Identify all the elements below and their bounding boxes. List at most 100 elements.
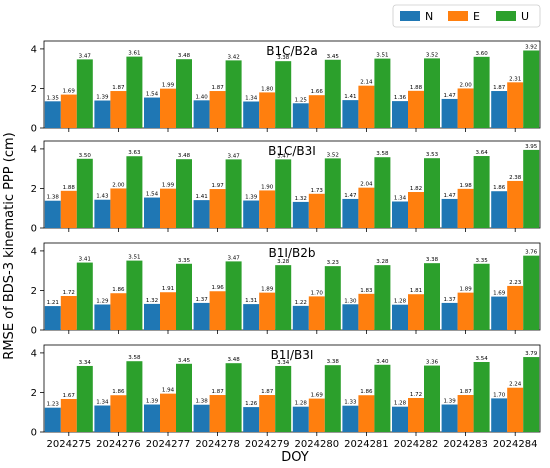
- bar-E-2024280: [308, 296, 325, 330]
- bar-N-2024280: [292, 103, 309, 128]
- data-label: 3.35: [178, 258, 191, 264]
- bar-N-2024278: [193, 100, 210, 128]
- bar-U-2024279: [275, 365, 292, 432]
- bar-E-2024281: [358, 85, 375, 128]
- data-label: 3.79: [525, 351, 538, 357]
- data-label: 1.34: [245, 96, 258, 102]
- data-label: 1.69: [63, 89, 76, 95]
- data-label: 1.28: [295, 401, 308, 407]
- legend-swatch-E: [448, 11, 468, 21]
- y-tick-label: 2: [31, 84, 37, 95]
- x-tick-label: 2024277: [146, 439, 191, 450]
- data-label: 1.99: [162, 83, 175, 89]
- y-tick-label: 0: [31, 326, 37, 337]
- data-label: 1.39: [96, 95, 109, 101]
- data-label: 3.38: [426, 257, 439, 263]
- bar-E-2024283: [457, 292, 474, 330]
- data-label: 3.38: [327, 359, 340, 365]
- data-label: 3.45: [178, 358, 191, 364]
- data-label: 1.69: [493, 291, 506, 297]
- data-label: 3.52: [426, 52, 438, 58]
- y-tick-label: 2: [31, 286, 37, 297]
- legend-label-N: N: [425, 10, 433, 23]
- bar-U-2024277: [176, 59, 192, 128]
- bar-N-2024283: [441, 302, 458, 330]
- bar-N-2024279: [243, 304, 260, 330]
- bar-U-2024281: [374, 265, 391, 330]
- data-label: 1.69: [311, 393, 324, 399]
- data-label: 1.72: [410, 392, 422, 398]
- bar-U-2024281: [374, 157, 391, 228]
- data-label: 1.26: [245, 401, 258, 407]
- data-label: 1.70: [311, 290, 324, 296]
- legend-label-U: U: [521, 10, 529, 23]
- data-label: 3.63: [128, 150, 141, 156]
- bar-U-2024278: [225, 159, 242, 228]
- bar-E-2024282: [408, 192, 424, 228]
- data-label: 3.48: [227, 357, 240, 363]
- data-label: 1.86: [360, 389, 373, 395]
- bar-U-2024280: [324, 158, 341, 228]
- bar-N-2024282: [392, 101, 408, 128]
- data-label: 1.67: [63, 393, 76, 399]
- data-label: 1.87: [493, 85, 506, 91]
- bar-E-2024281: [358, 395, 375, 432]
- data-label: 1.28: [394, 299, 407, 305]
- panel-title: B1C/B3I: [268, 144, 316, 158]
- bar-N-2024275: [44, 407, 61, 432]
- data-label: 1.32: [295, 196, 307, 202]
- data-label: 3.52: [327, 152, 339, 158]
- data-label: 2.24: [509, 382, 522, 388]
- data-label: 1.32: [146, 298, 158, 304]
- bar-E-2024278: [209, 91, 226, 128]
- data-label: 1.72: [63, 290, 75, 296]
- x-tick-label: 2024280: [295, 439, 340, 450]
- bar-N-2024280: [292, 201, 309, 228]
- data-label: 2.23: [509, 280, 522, 286]
- data-label: 1.82: [410, 186, 422, 192]
- data-label: 2.14: [360, 80, 373, 86]
- data-label: 3.36: [426, 360, 439, 366]
- bar-N-2024284: [491, 91, 508, 128]
- bar-U-2024282: [424, 158, 440, 228]
- data-label: 3.38: [277, 55, 290, 61]
- bar-U-2024283: [473, 362, 490, 432]
- x-axis-label: DOY: [281, 450, 309, 465]
- data-label: 3.47: [227, 153, 240, 159]
- bar-N-2024284: [491, 191, 508, 228]
- bar-E-2024280: [308, 193, 325, 228]
- panel-2: B1I/B2b 0 2 4 1.21 1.72 3.41 1.291.86 3.51 1.32 1.…: [31, 242, 541, 337]
- bar-U-2024282: [424, 263, 440, 330]
- data-label: 1.80: [261, 86, 274, 92]
- y-axis-label: RMSE of BDS-3 kinematic PPP (cm): [2, 132, 17, 359]
- data-label: 3.48: [178, 153, 191, 159]
- data-label: 1.88: [410, 85, 423, 91]
- x-tick-label: 2024275: [47, 439, 92, 450]
- bar-N-2024278: [193, 404, 210, 432]
- data-label: 3.47: [79, 53, 92, 59]
- bar-E-2024279: [259, 92, 276, 128]
- data-label: 1.87: [112, 85, 125, 91]
- data-label: 1.40: [195, 94, 208, 100]
- panel-0: B1C/B2a0241.351.693.471.391.873.611.541.…: [31, 40, 541, 135]
- bar-N-2024276: [94, 405, 111, 432]
- bar-U-2024280: [324, 266, 341, 330]
- bar-E-2024279: [259, 395, 276, 432]
- data-label: 3.34: [277, 360, 290, 366]
- bar-N-2024281: [342, 304, 359, 330]
- bar-N-2024281: [342, 405, 359, 432]
- bar-U-2024275: [76, 365, 93, 432]
- data-label: 3.53: [426, 152, 439, 158]
- data-label: 3.47: [277, 153, 290, 159]
- bar-N-2024279: [243, 407, 260, 432]
- y-tick-label: 0: [31, 428, 37, 439]
- bar-N-2024278: [193, 302, 210, 330]
- bar-E-2024276: [110, 91, 127, 128]
- data-label: 1.30: [344, 298, 357, 304]
- bar-N-2024276: [94, 100, 111, 128]
- bar-U-2024283: [473, 156, 490, 228]
- data-label: 3.40: [376, 359, 389, 365]
- x-tick-label: 2024276: [96, 439, 141, 450]
- data-label: 3.41: [79, 257, 91, 263]
- x-tick-label: 2024281: [344, 439, 389, 450]
